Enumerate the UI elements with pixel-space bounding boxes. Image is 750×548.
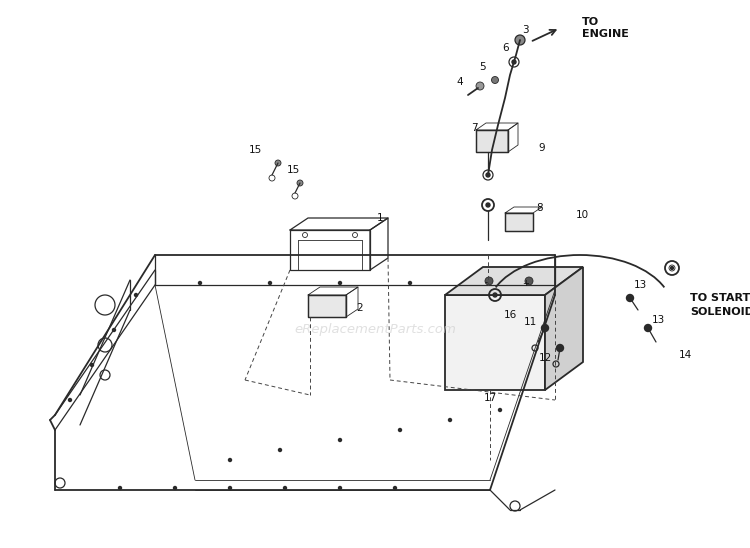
Polygon shape (505, 213, 533, 231)
Circle shape (229, 459, 232, 461)
Text: 13: 13 (651, 315, 664, 325)
Text: 8: 8 (537, 203, 543, 213)
Circle shape (556, 345, 563, 351)
Text: 9: 9 (538, 143, 545, 153)
Text: 17: 17 (483, 393, 496, 403)
Circle shape (284, 487, 286, 489)
Circle shape (173, 487, 176, 489)
Circle shape (394, 487, 397, 489)
Circle shape (278, 448, 281, 452)
Circle shape (485, 277, 493, 285)
Text: 14: 14 (678, 350, 692, 360)
Circle shape (512, 60, 516, 64)
Text: 11: 11 (524, 317, 537, 327)
Polygon shape (445, 295, 545, 390)
Polygon shape (308, 295, 346, 317)
Circle shape (398, 429, 401, 431)
Circle shape (91, 363, 94, 367)
Text: 7: 7 (471, 123, 477, 133)
Circle shape (338, 438, 341, 442)
Circle shape (229, 487, 232, 489)
Circle shape (644, 324, 652, 332)
Text: 1: 1 (376, 213, 383, 223)
Text: TO: TO (582, 17, 599, 27)
Polygon shape (545, 267, 583, 390)
Text: 6: 6 (503, 43, 509, 53)
Text: 12: 12 (538, 353, 551, 363)
Circle shape (134, 294, 137, 296)
Text: 3: 3 (522, 25, 528, 35)
Circle shape (478, 282, 482, 284)
Text: eReplacementParts.com: eReplacementParts.com (294, 323, 456, 336)
Circle shape (542, 324, 548, 332)
Circle shape (112, 328, 116, 332)
Circle shape (199, 282, 202, 284)
Text: 4: 4 (457, 77, 464, 87)
Circle shape (486, 173, 490, 177)
Circle shape (448, 419, 452, 421)
Polygon shape (445, 267, 583, 295)
Text: ENGINE: ENGINE (582, 29, 628, 39)
Circle shape (338, 487, 341, 489)
Circle shape (118, 487, 122, 489)
Circle shape (491, 77, 499, 83)
Text: +: + (523, 278, 530, 288)
Text: 15: 15 (286, 165, 299, 175)
Text: 13: 13 (633, 280, 646, 290)
Text: TO STARTER: TO STARTER (690, 293, 750, 303)
Text: -: - (484, 278, 488, 288)
Circle shape (476, 82, 484, 90)
Text: 10: 10 (575, 210, 589, 220)
Text: 16: 16 (503, 310, 517, 320)
Circle shape (409, 282, 412, 284)
Circle shape (493, 293, 497, 297)
Circle shape (525, 277, 533, 285)
Circle shape (515, 35, 525, 45)
Circle shape (486, 203, 490, 207)
Text: 15: 15 (248, 145, 262, 155)
Circle shape (499, 408, 502, 412)
Text: 5: 5 (480, 62, 486, 72)
Polygon shape (476, 130, 508, 152)
Circle shape (275, 160, 281, 166)
Circle shape (68, 398, 71, 402)
Circle shape (297, 180, 303, 186)
Circle shape (626, 294, 634, 301)
Circle shape (338, 282, 341, 284)
Circle shape (670, 266, 674, 270)
Text: 2: 2 (357, 303, 363, 313)
Circle shape (268, 282, 272, 284)
Text: SOLENOID: SOLENOID (690, 307, 750, 317)
